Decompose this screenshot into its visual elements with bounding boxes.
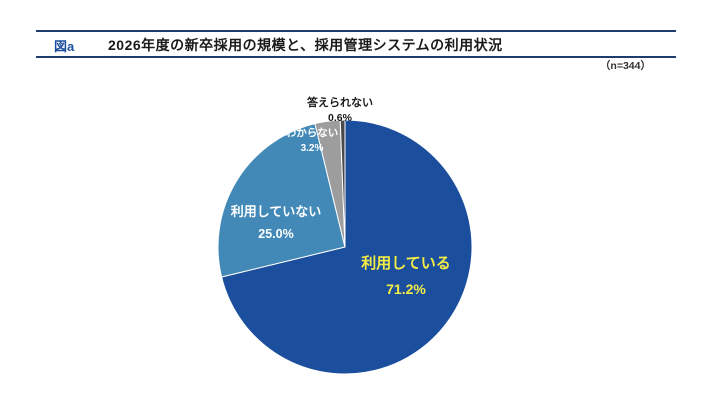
header-rule-top (36, 30, 676, 32)
pie-label-using-name: 利用している (361, 255, 451, 272)
pie-label-not-using-value: 25.0% (258, 227, 294, 241)
header-rule-bottom (36, 56, 676, 58)
pie-label-not-using-name: 利用していない (230, 204, 322, 219)
pie-label-no-answer: 答えられない 0.6% (307, 94, 373, 124)
pie-label-unknown: わからない 3.2% (286, 125, 339, 154)
figure-label: 図a (54, 39, 75, 54)
chart-title: 2026年度の新卒採用の規模と、採用管理システムの利用状況 (108, 37, 503, 53)
pie-slice-not-using (217, 122, 346, 278)
pie-label-no-answer-value: 0.6% (328, 112, 352, 124)
pie-slice-using (220, 119, 473, 375)
pie-label-unknown-name: わからない (285, 127, 339, 139)
pie-label-unknown-value: 3.2% (300, 143, 324, 154)
pie-label-not-using: 利用していない 25.0% (231, 201, 322, 241)
sample-size-label: （n=344） (599, 60, 651, 72)
pie-label-no-answer-name: 答えられない (307, 97, 373, 109)
pie-slice-no-answer (339, 119, 346, 248)
pie-label-using-value: 71.2% (386, 281, 426, 297)
pie-label-using: 利用している 71.2% (361, 252, 451, 297)
